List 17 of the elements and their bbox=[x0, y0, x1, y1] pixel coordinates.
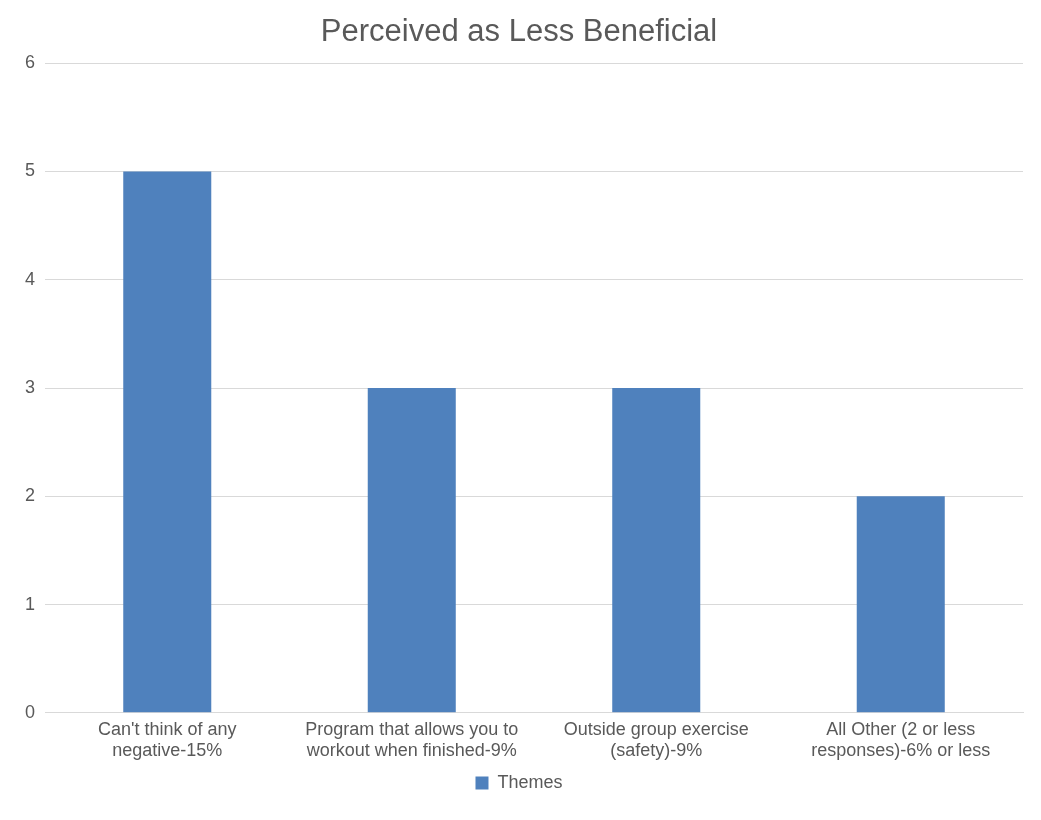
y-tick-label: 3 bbox=[25, 376, 36, 397]
y-tick-label: 0 bbox=[25, 701, 36, 722]
y-tick-label: 1 bbox=[25, 593, 36, 614]
y-tick-label: 4 bbox=[25, 268, 36, 289]
x-tick-label: Program that allows you to workout when finished-9% bbox=[305, 718, 519, 761]
y-tick-label: 6 bbox=[25, 52, 36, 73]
y-tick-label: 5 bbox=[25, 160, 36, 181]
x-tick-label: Outside group exercise (safety)-9% bbox=[563, 718, 749, 761]
x-tick-label: Can't think of any negative-15% bbox=[98, 718, 237, 761]
bar bbox=[123, 171, 212, 713]
legend-label: Themes bbox=[497, 771, 563, 792]
bar bbox=[612, 388, 701, 713]
bar bbox=[367, 388, 456, 713]
y-tick-label: 2 bbox=[25, 485, 36, 506]
x-tick-label: All Other (2 or less responses)-6% or less bbox=[811, 718, 991, 761]
chart-title: Perceived as Less Beneficial bbox=[320, 13, 718, 49]
bar bbox=[856, 496, 945, 713]
